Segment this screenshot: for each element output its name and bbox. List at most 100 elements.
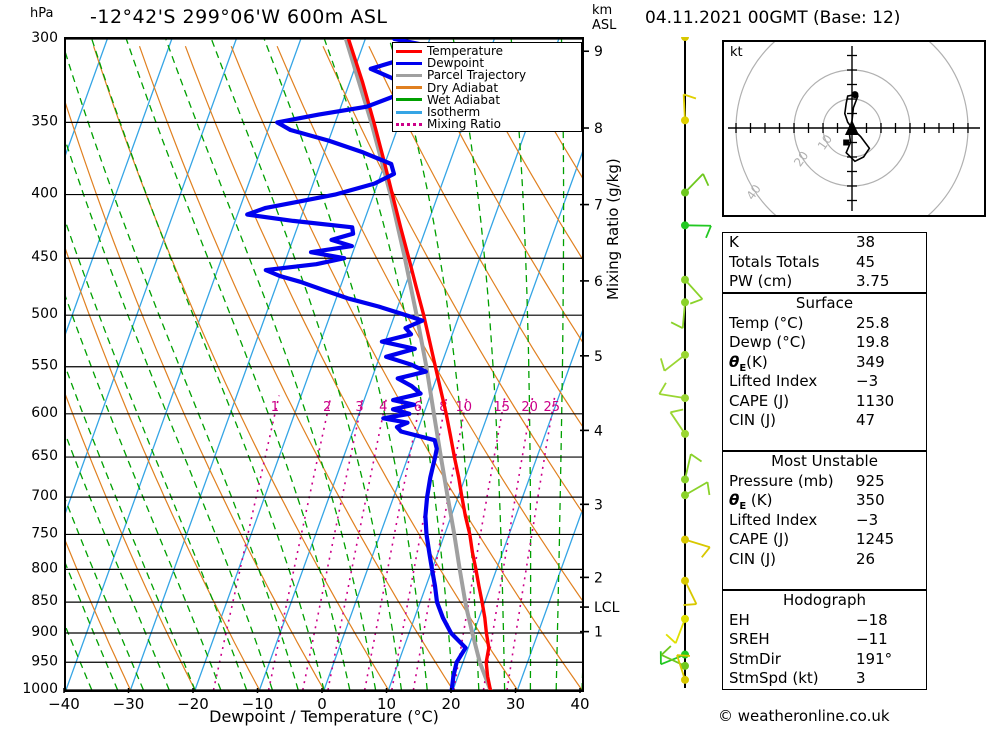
stat-row: Dewp (°C) 19.8 xyxy=(723,333,926,353)
svg-text:550: 550 xyxy=(31,358,58,374)
svg-text:4: 4 xyxy=(379,400,387,415)
stat-label: CAPE (J) xyxy=(729,391,790,410)
svg-text:350: 350 xyxy=(31,113,58,129)
svg-text:600: 600 xyxy=(31,405,58,421)
stat-row: Lifted Index −3 xyxy=(723,372,926,392)
legend-swatch xyxy=(396,98,422,102)
stat-row: CIN (J) 47 xyxy=(723,411,926,431)
legend-item-dewpoint: Dewpoint xyxy=(396,57,578,69)
stat-label: Dewp (°C) xyxy=(729,333,807,351)
stat-label: StmDir xyxy=(729,649,781,668)
stat-row: EH −18 xyxy=(723,611,926,631)
legend-swatch xyxy=(396,73,422,77)
stat-value: 38 xyxy=(856,233,876,251)
stat-value: 45 xyxy=(856,252,876,271)
svg-text:30: 30 xyxy=(506,695,525,713)
stat-row: Temp (°C) 25.8 xyxy=(723,314,926,334)
legend: Temperature Dewpoint Parcel Trajectory Dry … xyxy=(392,42,582,132)
stat-label: StmSpd (kt) xyxy=(729,669,819,687)
stat-value: 3.75 xyxy=(856,272,890,290)
stat-label: SREH xyxy=(729,630,770,648)
legend-item-mixing-ratio: Mixing Ratio xyxy=(396,118,578,130)
stat-value: 47 xyxy=(856,411,876,429)
hodograph-unit-label: kt xyxy=(730,45,743,60)
skewt-chart: 1 2 3 4 6 8 10 15 20 25 xyxy=(66,39,582,690)
stat-row: SREH −11 xyxy=(723,630,926,650)
legend-item-wet-adiabat: Wet Adiabat xyxy=(396,94,578,106)
stat-row: StmDir 191° xyxy=(723,650,926,670)
pressure-unit-label: hPa xyxy=(30,6,54,21)
wind-barb-column xyxy=(658,37,712,688)
stat-row: Totals Totals 45 xyxy=(723,253,926,273)
stat-value: −18 xyxy=(856,610,888,629)
stat-row: θE (K) 350 xyxy=(723,491,926,512)
stat-label: K xyxy=(729,233,739,251)
svg-text:9: 9 xyxy=(594,44,603,60)
stat-value: 25.8 xyxy=(856,313,890,332)
svg-text:800: 800 xyxy=(31,560,58,576)
svg-text:−20: −20 xyxy=(177,695,209,713)
legend-item-dry-adiabat: Dry Adiabat xyxy=(396,82,578,94)
svg-text:950: 950 xyxy=(31,653,58,669)
stat-row: CAPE (J) 1245 xyxy=(723,530,926,550)
stat-value: −3 xyxy=(856,510,879,529)
legend-swatch xyxy=(396,49,422,53)
date-header: 04.11.2021 00GMT (Base: 12) xyxy=(645,8,901,28)
most-unstable-panel: Most Unstable Pressure (mb) 925 θE (K) 350 Li… xyxy=(722,451,927,590)
stat-value: 19.8 xyxy=(856,333,890,351)
stat-value: 1130 xyxy=(856,391,895,410)
svg-text:450: 450 xyxy=(31,249,58,265)
stat-row: CIN (J) 26 xyxy=(723,550,926,570)
stat-value: 925 xyxy=(856,471,885,490)
indices-panel: K 38 Totals Totals 45 PW (cm) 3.75 xyxy=(722,232,927,293)
hodograph-stats-panel: Hodograph EH −18 SREH −11 StmDir 191° StmSpd (k… xyxy=(722,590,927,690)
height-unit-label-line1: km xyxy=(592,3,613,18)
svg-text:2: 2 xyxy=(594,570,603,586)
copyright-notice: © weatheronline.co.uk xyxy=(718,707,890,725)
legend-swatch xyxy=(396,110,422,114)
svg-text:650: 650 xyxy=(31,448,58,464)
svg-text:6: 6 xyxy=(414,400,422,415)
stat-label: CIN (J) xyxy=(729,549,777,568)
stat-value: 1245 xyxy=(856,530,895,548)
svg-text:40: 40 xyxy=(570,695,589,713)
svg-text:850: 850 xyxy=(31,593,58,609)
stat-row: Pressure (mb) 925 xyxy=(723,472,926,492)
surface-panel: Surface Temp (°C) 25.8 Dewp (°C) 19.8 θE(K) 34… xyxy=(722,293,927,451)
stat-value: 349 xyxy=(856,352,885,371)
legend-swatch xyxy=(396,122,422,126)
svg-text:3: 3 xyxy=(594,497,603,513)
stat-value: 191° xyxy=(856,649,893,668)
theta-e-symbol: θE xyxy=(729,352,747,374)
stat-row: K 38 xyxy=(723,233,926,253)
svg-text:−30: −30 xyxy=(113,695,145,713)
stat-label: CAPE (J) xyxy=(729,530,790,548)
svg-text:25: 25 xyxy=(544,400,561,415)
stat-label: PW (cm) xyxy=(729,272,793,290)
svg-text:4: 4 xyxy=(594,423,603,439)
stat-label: θE(K) xyxy=(729,352,768,374)
panel-title: Surface xyxy=(795,294,854,312)
stat-row: PW (cm) 3.75 xyxy=(723,272,926,292)
panel-title: Hodograph xyxy=(782,591,867,609)
stat-label: Pressure (mb) xyxy=(729,471,834,490)
legend-item-temperature: Temperature xyxy=(396,45,578,57)
svg-text:1000: 1000 xyxy=(22,681,58,697)
svg-text:1: 1 xyxy=(594,625,603,641)
stat-value: 26 xyxy=(856,549,876,568)
svg-text:20: 20 xyxy=(521,400,538,415)
stat-label: Lifted Index xyxy=(729,372,818,390)
legend-item-parcel-trajectory: Parcel Trajectory xyxy=(396,69,578,81)
svg-text:15: 15 xyxy=(494,400,511,415)
svg-text:10: 10 xyxy=(377,695,396,713)
mixing-ratio-axis-title: Mixing Ratio (g/kg) xyxy=(604,158,622,300)
legend-label: Mixing Ratio xyxy=(427,117,501,132)
stat-value: −11 xyxy=(856,630,888,648)
stat-value: 350 xyxy=(856,491,885,509)
svg-text:6: 6 xyxy=(594,274,603,290)
svg-text:LCL: LCL xyxy=(594,600,620,616)
svg-text:5: 5 xyxy=(594,349,603,365)
svg-text:8: 8 xyxy=(594,121,603,137)
height-unit-label-line2: ASL xyxy=(592,18,617,33)
